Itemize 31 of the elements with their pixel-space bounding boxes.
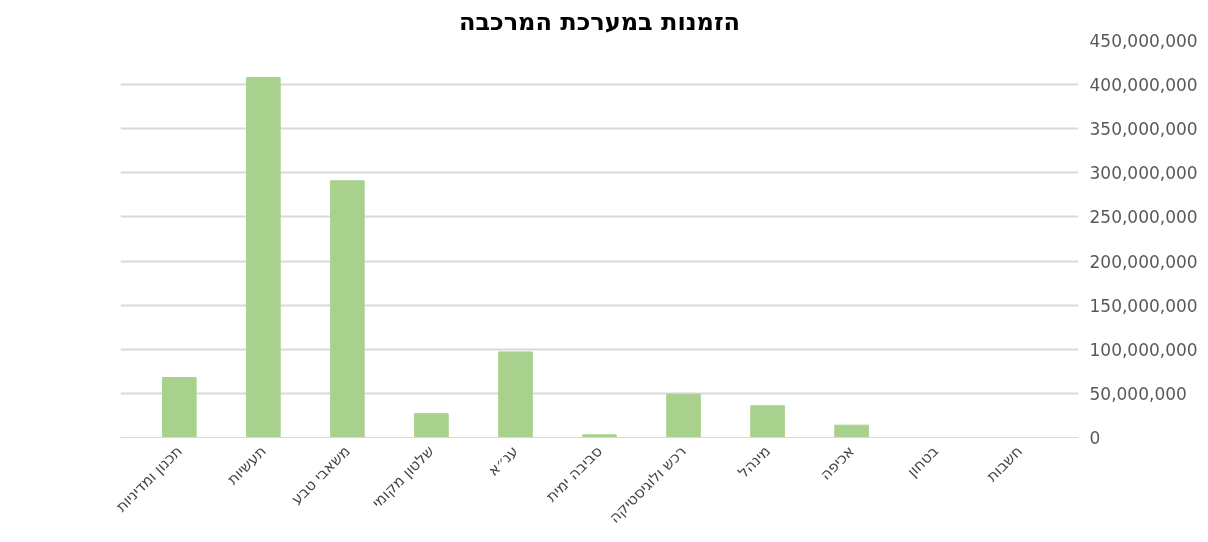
- x-tick-label: מינהל: [734, 442, 774, 482]
- y-tick-label: 150,000,000: [1089, 295, 1198, 316]
- bar: [498, 351, 533, 438]
- chart-title: הזמנות במערכת המרכבה: [458, 7, 741, 36]
- y-tick-label: 450,000,000: [1089, 31, 1198, 51]
- y-tick-label: 250,000,000: [1089, 207, 1198, 228]
- x-tick-label: אכיפה: [816, 442, 858, 484]
- bar: [162, 377, 197, 438]
- bar: [582, 434, 617, 438]
- y-tick-label: 100,000,000: [1089, 339, 1198, 360]
- bar: [750, 405, 785, 438]
- x-tick-label: תעשיות: [223, 442, 270, 489]
- bar: [834, 424, 869, 438]
- x-tick-label: חשבות: [982, 442, 1027, 486]
- bar: [666, 393, 701, 438]
- x-tick-label: תכנון ומדיניות: [112, 442, 186, 516]
- y-tick-label: 400,000,000: [1089, 75, 1198, 96]
- y-tick-label: 300,000,000: [1089, 163, 1198, 184]
- x-tick-label: משאבי טבע: [287, 442, 354, 509]
- y-tick-label: 50,000,000: [1089, 383, 1187, 404]
- bar: [414, 413, 449, 438]
- x-tick-label: רכש ולוגיסטיקה: [605, 442, 690, 527]
- y-tick-label: 200,000,000: [1089, 251, 1198, 272]
- x-tick-label: שלטון מקומי: [368, 442, 438, 512]
- y-tick-label: 0: [1089, 428, 1101, 448]
- x-tick-label: ענ״א: [484, 442, 522, 480]
- y-tick-label: 350,000,000: [1089, 119, 1198, 140]
- x-tick-label: בטחון: [903, 441, 943, 481]
- bar: [246, 77, 281, 438]
- x-tick-label: סביבה ימית: [542, 442, 606, 506]
- bar: [330, 180, 365, 438]
